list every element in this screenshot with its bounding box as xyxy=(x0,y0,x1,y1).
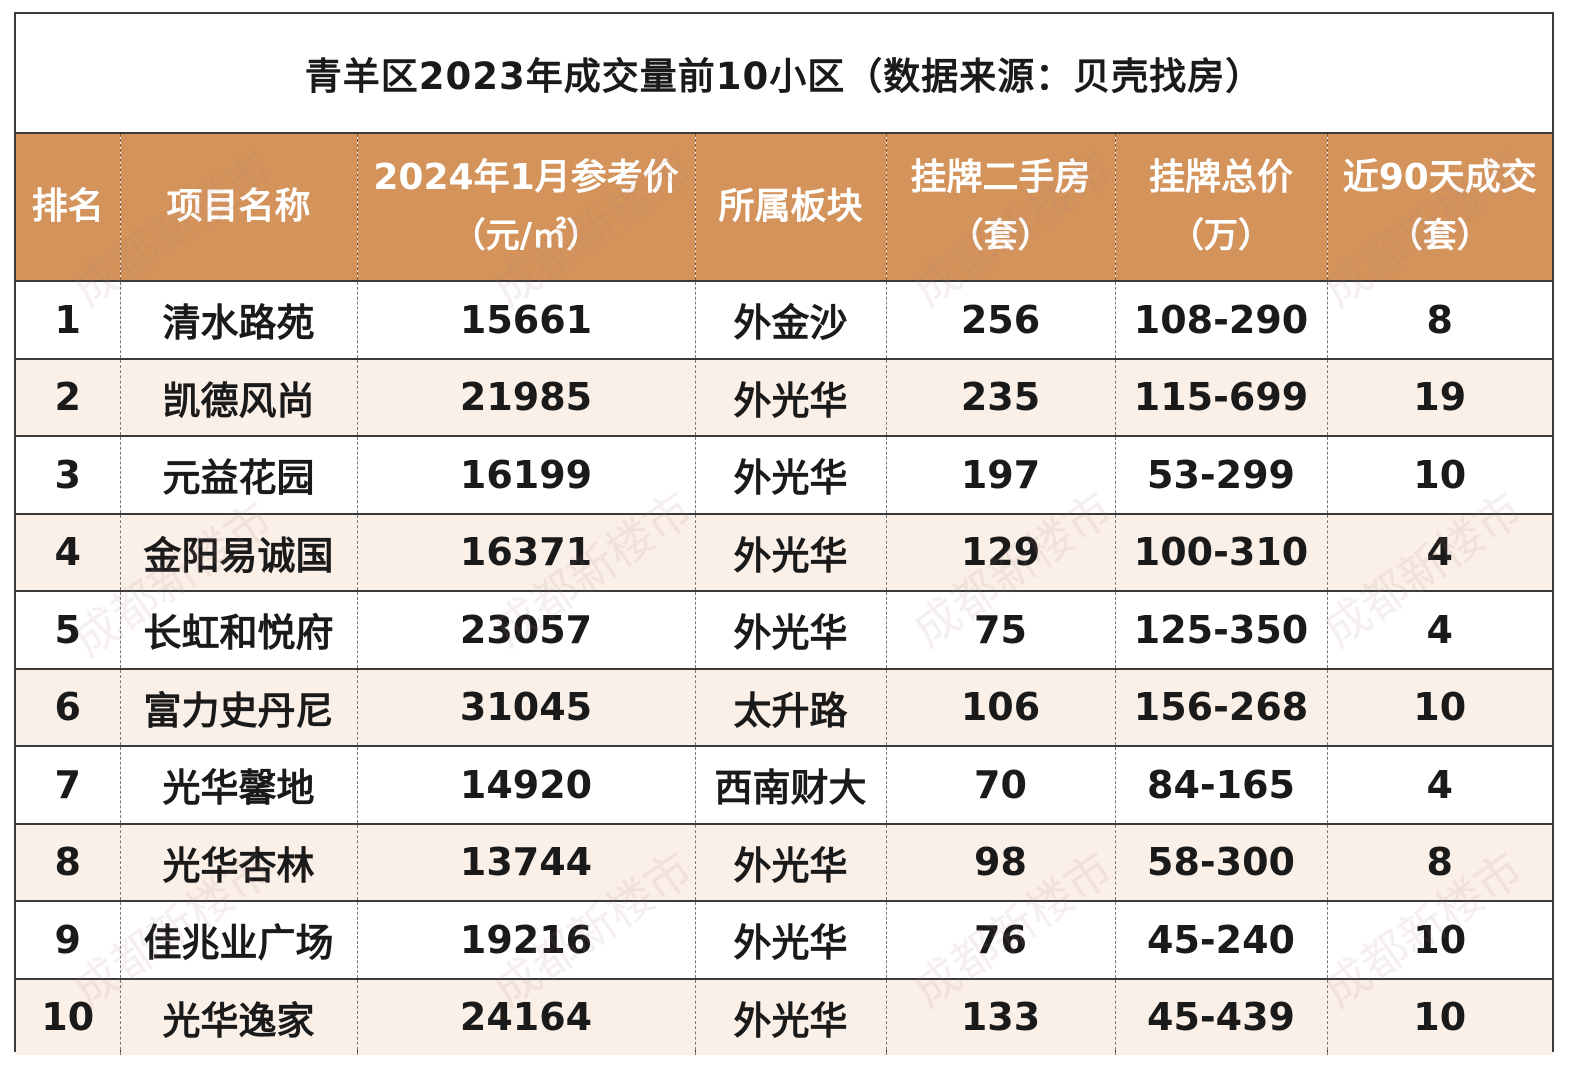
project-name-cell: 长虹和悦府 xyxy=(120,591,358,670)
table-row: 8 光华杏林 13744 外光华 98 58-300 8 xyxy=(16,823,1552,902)
district-cell: 外光华 xyxy=(695,978,887,1055)
rank-cell: 6 xyxy=(16,668,121,747)
rank-cell: 3 xyxy=(16,436,121,515)
table-frame: 青羊区2023年成交量前10小区（数据来源：贝壳找房） 排名 项目名称 2024… xyxy=(14,12,1554,1055)
header-district: 所属板块 xyxy=(695,134,887,282)
table-row: 9 佳兆业广场 19216 外光华 76 45-240 10 xyxy=(16,901,1552,980)
header-total-price: 挂牌总价 （万） xyxy=(1115,134,1328,282)
recent-deals-cell: 10 xyxy=(1327,668,1552,747)
header-recent-deals: 近90天成交 （套） xyxy=(1327,134,1552,282)
table-row: 5 长虹和悦府 23057 外光华 75 125-350 4 xyxy=(16,591,1552,670)
total-price-cell: 125-350 xyxy=(1115,591,1328,670)
rank-cell: 5 xyxy=(16,591,121,670)
district-cell: 西南财大 xyxy=(695,746,887,825)
table-row: 3 元益花园 16199 外光华 197 53-299 10 xyxy=(16,436,1552,515)
recent-deals-cell: 4 xyxy=(1327,513,1552,592)
table-row: 7 光华馨地 14920 西南财大 70 84-165 4 xyxy=(16,746,1552,825)
header-reference-price: 2024年1月参考价 （元/㎡） xyxy=(357,134,696,282)
total-price-cell: 58-300 xyxy=(1115,823,1328,902)
table-title: 青羊区2023年成交量前10小区（数据来源：贝壳找房） xyxy=(16,14,1552,134)
table-row: 10 光华逸家 24164 外光华 133 45-439 10 xyxy=(16,978,1552,1055)
recent-deals-cell: 10 xyxy=(1327,901,1552,980)
rank-cell: 2 xyxy=(16,358,121,437)
total-price-cell: 45-240 xyxy=(1115,901,1328,980)
recent-deals-cell: 19 xyxy=(1327,358,1552,437)
listings-cell: 133 xyxy=(886,978,1116,1055)
project-name-cell: 光华杏林 xyxy=(120,823,358,902)
header-project-name: 项目名称 xyxy=(120,134,358,282)
total-price-cell: 108-290 xyxy=(1115,281,1328,360)
project-name-cell: 金阳易诚国 xyxy=(120,513,358,592)
reference-price-cell: 13744 xyxy=(357,823,696,902)
recent-deals-cell: 4 xyxy=(1327,746,1552,825)
recent-deals-cell: 10 xyxy=(1327,436,1552,515)
rank-cell: 9 xyxy=(16,901,121,980)
recent-deals-cell: 4 xyxy=(1327,591,1552,670)
total-price-cell: 156-268 xyxy=(1115,668,1328,747)
ranking-table: 排名 项目名称 2024年1月参考价 （元/㎡） 所属板块 挂牌二手房 （套） 挂牌… xyxy=(16,134,1552,1055)
district-cell: 外光华 xyxy=(695,436,887,515)
reference-price-cell: 23057 xyxy=(357,591,696,670)
total-price-cell: 115-699 xyxy=(1115,358,1328,437)
project-name-cell: 清水路苑 xyxy=(120,281,358,360)
district-cell: 外光华 xyxy=(695,513,887,592)
listings-cell: 106 xyxy=(886,668,1116,747)
header-listings: 挂牌二手房 （套） xyxy=(886,134,1116,282)
district-cell: 外光华 xyxy=(695,901,887,980)
reference-price-cell: 31045 xyxy=(357,668,696,747)
rank-cell: 8 xyxy=(16,823,121,902)
reference-price-cell: 16199 xyxy=(357,436,696,515)
project-name-cell: 凯德风尚 xyxy=(120,358,358,437)
listings-cell: 235 xyxy=(886,358,1116,437)
listings-cell: 197 xyxy=(886,436,1116,515)
reference-price-cell: 24164 xyxy=(357,978,696,1055)
listings-cell: 70 xyxy=(886,746,1116,825)
district-cell: 外光华 xyxy=(695,358,887,437)
reference-price-cell: 16371 xyxy=(357,513,696,592)
table-row: 1 清水路苑 15661 外金沙 256 108-290 8 xyxy=(16,281,1552,360)
table-row: 6 富力史丹尼 31045 太升路 106 156-268 10 xyxy=(16,668,1552,747)
rank-cell: 10 xyxy=(16,978,121,1055)
reference-price-cell: 15661 xyxy=(357,281,696,360)
reference-price-cell: 19216 xyxy=(357,901,696,980)
project-name-cell: 富力史丹尼 xyxy=(120,668,358,747)
project-name-cell: 元益花园 xyxy=(120,436,358,515)
listings-cell: 75 xyxy=(886,591,1116,670)
rank-cell: 7 xyxy=(16,746,121,825)
total-price-cell: 84-165 xyxy=(1115,746,1328,825)
table-row: 4 金阳易诚国 16371 外光华 129 100-310 4 xyxy=(16,513,1552,592)
district-cell: 外光华 xyxy=(695,591,887,670)
recent-deals-cell: 8 xyxy=(1327,281,1552,360)
reference-price-cell: 21985 xyxy=(357,358,696,437)
table-row: 2 凯德风尚 21985 外光华 235 115-699 19 xyxy=(16,358,1552,437)
rank-cell: 4 xyxy=(16,513,121,592)
reference-price-cell: 14920 xyxy=(357,746,696,825)
listings-cell: 76 xyxy=(886,901,1116,980)
total-price-cell: 45-439 xyxy=(1115,978,1328,1055)
total-price-cell: 100-310 xyxy=(1115,513,1328,592)
recent-deals-cell: 8 xyxy=(1327,823,1552,902)
total-price-cell: 53-299 xyxy=(1115,436,1328,515)
header-row: 排名 项目名称 2024年1月参考价 （元/㎡） 所属板块 挂牌二手房 （套） 挂牌… xyxy=(16,134,1552,282)
header-rank: 排名 xyxy=(16,134,121,282)
recent-deals-cell: 10 xyxy=(1327,978,1552,1055)
district-cell: 太升路 xyxy=(695,668,887,747)
district-cell: 外金沙 xyxy=(695,281,887,360)
district-cell: 外光华 xyxy=(695,823,887,902)
listings-cell: 129 xyxy=(886,513,1116,592)
project-name-cell: 光华逸家 xyxy=(120,978,358,1055)
project-name-cell: 佳兆业广场 xyxy=(120,901,358,980)
rank-cell: 1 xyxy=(16,281,121,360)
project-name-cell: 光华馨地 xyxy=(120,746,358,825)
listings-cell: 256 xyxy=(886,281,1116,360)
listings-cell: 98 xyxy=(886,823,1116,902)
